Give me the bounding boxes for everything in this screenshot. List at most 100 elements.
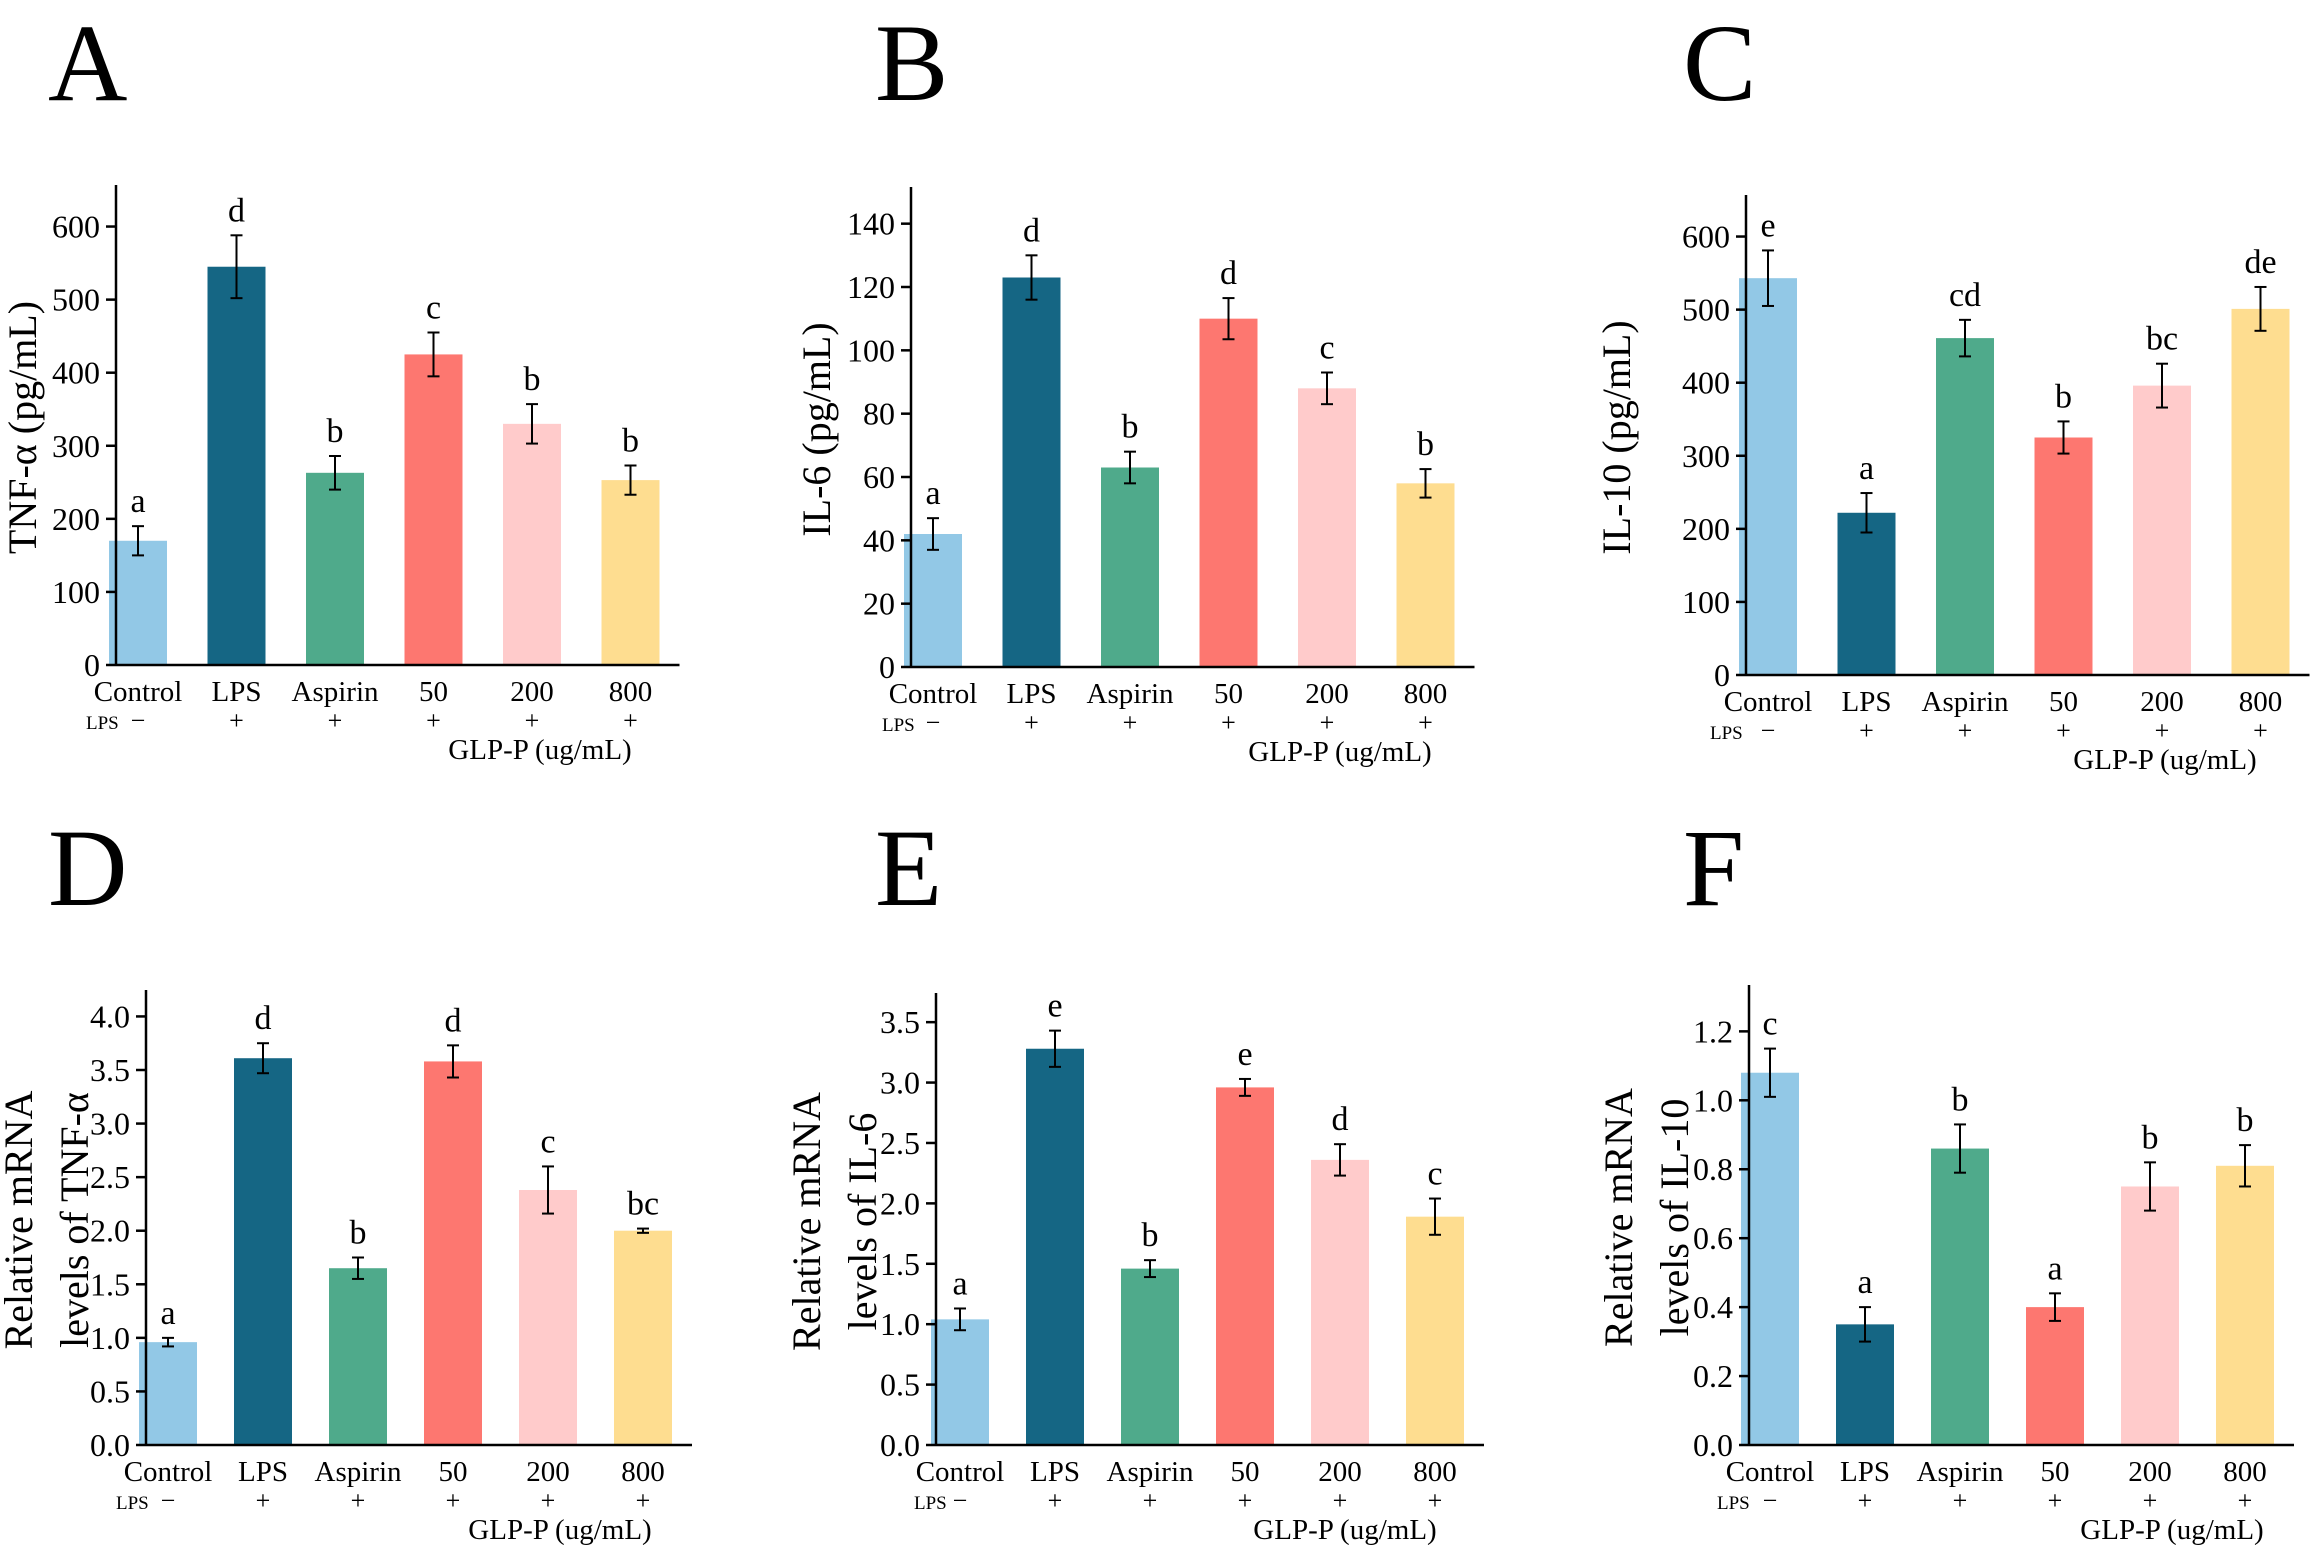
lps-sign: +	[636, 1486, 651, 1515]
error-bar	[2049, 1292, 2061, 1322]
y-axis-label: Relative mRNA	[1596, 1088, 1641, 1347]
lps-sign: −	[926, 708, 941, 737]
category-label: LPS	[1842, 686, 1892, 718]
category-label: 50	[2041, 1456, 2070, 1488]
error-bar	[1334, 1143, 1346, 1177]
significance-label: b	[2142, 1119, 2159, 1156]
significance-label: a	[925, 475, 940, 512]
y-tick-label: 0	[84, 647, 100, 683]
error-bar	[1859, 1306, 1871, 1343]
error-bar	[1124, 450, 1136, 485]
significance-label: a	[1859, 450, 1874, 487]
error-bar	[1429, 1197, 1441, 1236]
y-tick-label: 0	[1714, 657, 1730, 693]
panel-letter: E	[875, 807, 942, 929]
bar-control	[931, 1319, 989, 1445]
lps-row-label: LPS	[86, 713, 119, 734]
y-axis-label: Relative mRNA	[784, 1092, 829, 1351]
y-tick-label: 300	[52, 428, 100, 464]
significance-label: b	[327, 413, 344, 450]
y-tick-label: 140	[847, 206, 895, 242]
y-tick-label: 200	[1682, 511, 1730, 547]
y-tick-label: 20	[863, 586, 895, 622]
category-label: LPS	[238, 1456, 288, 1488]
category-label: Control	[889, 678, 978, 710]
significance-label: d	[445, 1002, 462, 1039]
lps-sign: −	[131, 706, 146, 735]
error-bar	[1222, 297, 1235, 341]
error-bar	[132, 525, 144, 557]
category-label: Aspirin	[1917, 1456, 2005, 1488]
category-label: 200	[1305, 678, 1349, 710]
category-label: 800	[1413, 1456, 1457, 1488]
y-tick-label: 1.0	[1693, 1082, 1733, 1118]
error-bar	[1954, 1123, 1966, 1174]
bar-50	[404, 354, 463, 665]
bar-control	[109, 540, 167, 665]
bar-200	[2121, 1186, 2179, 1445]
lps-sign: +	[1221, 708, 1236, 737]
category-label: 50	[2049, 686, 2078, 718]
error-bar	[2144, 1161, 2156, 1212]
bar-aspirin	[1101, 467, 1159, 667]
panel-f: FcControl−aLPS+bAspirin+a50+b200+b800+0.…	[1596, 807, 2294, 1545]
y-tick-label: 0.4	[1693, 1289, 1733, 1325]
bar-200	[503, 423, 561, 665]
significance-label: c	[1427, 1156, 1442, 1193]
significance-label: b	[1122, 409, 1139, 446]
category-label: 200	[2128, 1456, 2172, 1488]
lps-row-label: LPS	[882, 715, 915, 736]
category-label: 800	[609, 676, 653, 708]
lps-sign: +	[1858, 1486, 1873, 1515]
category-label: Aspirin	[1107, 1456, 1195, 1488]
y-axis-label: TNF-α (pg/mL)	[0, 301, 45, 554]
error-bar	[526, 403, 538, 445]
bar-control	[904, 534, 962, 667]
bar-800	[601, 480, 660, 665]
significance-label: d	[1023, 212, 1040, 249]
bar-50	[2034, 437, 2093, 675]
error-bar	[954, 1307, 966, 1332]
lps-row-label: LPS	[116, 1493, 149, 1514]
panel-letter: B	[875, 2, 948, 124]
bar-lps	[1002, 277, 1061, 667]
y-tick-label: 120	[847, 269, 895, 305]
bar-control	[1739, 278, 1797, 675]
y-axis-label: levels of IL-10	[1652, 1099, 1697, 1337]
bar-lps	[207, 266, 266, 665]
error-bar	[624, 464, 637, 496]
error-bar	[637, 1227, 649, 1234]
bar-aspirin	[306, 472, 364, 665]
bar-50	[2026, 1307, 2084, 1445]
y-tick-label: 0.5	[880, 1367, 920, 1403]
panel-b: BaControl−dLPS+bAspirin+d50+c200+b800+02…	[794, 2, 1475, 768]
significance-label: b	[350, 1215, 367, 1252]
category-label: 200	[526, 1456, 570, 1488]
y-tick-label: 300	[1682, 438, 1730, 474]
category-label: 200	[1318, 1456, 1362, 1488]
error-bar	[230, 234, 243, 300]
bar-50	[1199, 318, 1258, 667]
y-tick-label: 0.0	[90, 1427, 130, 1463]
y-tick-label: 2.5	[90, 1159, 130, 1195]
lps-sign: +	[1958, 716, 1973, 745]
y-tick-label: 500	[52, 282, 100, 318]
error-bar	[2156, 362, 2168, 409]
panel-d: DaControl−dLPS+bAspirin+d50+c200+bc800+0…	[0, 807, 692, 1545]
category-label: 800	[2239, 686, 2283, 718]
bar-200	[1298, 388, 1356, 667]
y-tick-label: 200	[52, 501, 100, 537]
lps-sign: +	[541, 1486, 556, 1515]
lps-row-label: LPS	[914, 1493, 947, 1514]
error-bar	[1025, 254, 1038, 301]
category-label: Aspirin	[292, 676, 380, 708]
bar-lps	[1837, 512, 1896, 675]
lps-sign: +	[1143, 1486, 1158, 1515]
y-tick-label: 3.5	[90, 1052, 130, 1088]
lps-sign: +	[1859, 716, 1874, 745]
y-tick-label: 1.0	[90, 1320, 130, 1356]
y-tick-label: 0.2	[1693, 1358, 1733, 1394]
y-tick-label: 0.5	[90, 1373, 130, 1409]
y-tick-label: 100	[52, 574, 100, 610]
bar-aspirin	[1936, 338, 1994, 675]
